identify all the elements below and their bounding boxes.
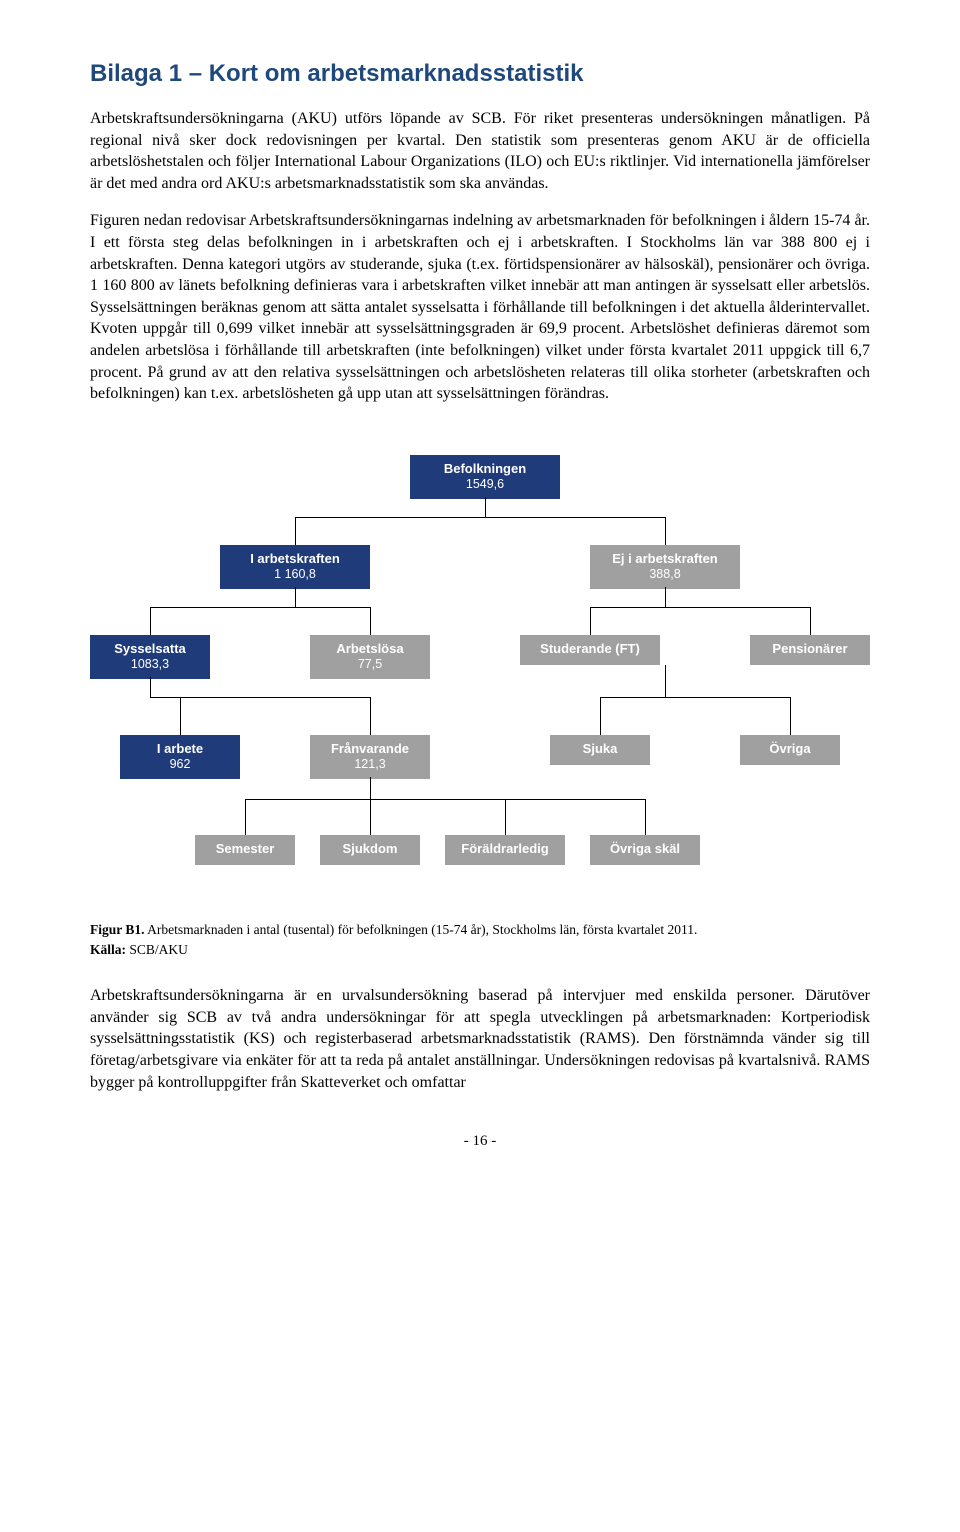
paragraph-2: Figuren nedan redovisar Arbetskraftsunde… bbox=[90, 210, 870, 404]
node-ovriga: Övriga bbox=[740, 735, 840, 765]
figure-source-label: Källa: bbox=[90, 942, 126, 957]
figure-caption: Figur B1. Arbetsmarknaden i antal (tusen… bbox=[90, 921, 870, 939]
connector bbox=[370, 799, 371, 835]
connector bbox=[295, 517, 665, 518]
node-franvarande: Frånvarande121,3 bbox=[310, 735, 430, 779]
node-i-arbete: I arbete962 bbox=[120, 735, 240, 779]
node-semester: Semester bbox=[195, 835, 295, 865]
connector bbox=[665, 587, 666, 607]
connector bbox=[370, 697, 371, 735]
paragraph-1: Arbetskraftsundersökningarna (AKU) utför… bbox=[90, 108, 870, 194]
connector bbox=[370, 777, 371, 799]
figure-caption-label: Figur B1. bbox=[90, 922, 145, 937]
node-i-arbetskraften: I arbetskraften1 160,8 bbox=[220, 545, 370, 589]
node-pensionarer: Pensionärer bbox=[750, 635, 870, 665]
connector bbox=[600, 697, 790, 698]
figure-source-text: SCB/AKU bbox=[126, 942, 188, 957]
node-sjukdom: Sjukdom bbox=[320, 835, 420, 865]
figure-caption-text: Arbetsmarknaden i antal (tusental) för b… bbox=[145, 922, 698, 937]
connector bbox=[505, 799, 506, 835]
connector bbox=[600, 697, 601, 735]
connector bbox=[590, 607, 591, 635]
connector bbox=[665, 665, 666, 697]
connector bbox=[790, 697, 791, 735]
page-heading: Bilaga 1 – Kort om arbetsmarknadsstatist… bbox=[90, 60, 870, 88]
node-foraldrarledig: Föräldrarledig bbox=[445, 835, 565, 865]
page-number: - 16 - bbox=[90, 1133, 870, 1150]
node-befolkningen: Befolkningen1549,6 bbox=[410, 455, 560, 499]
connector bbox=[295, 587, 296, 607]
connector bbox=[485, 497, 486, 517]
connector bbox=[665, 517, 666, 545]
node-sysselsatta: Sysselsatta1083,3 bbox=[90, 635, 210, 679]
node-ej-i-arbetskraften: Ej i arbetskraften388,8 bbox=[590, 545, 740, 589]
org-chart: Befolkningen1549,6 I arbetskraften1 160,… bbox=[90, 455, 870, 885]
connector bbox=[245, 799, 645, 800]
figure-source: Källa: SCB/AKU bbox=[90, 941, 870, 959]
connector bbox=[370, 607, 371, 635]
connector bbox=[150, 677, 151, 697]
connector bbox=[810, 607, 811, 635]
connector bbox=[245, 799, 246, 835]
connector bbox=[180, 697, 181, 735]
node-studerande: Studerande (FT) bbox=[520, 635, 660, 665]
connector bbox=[150, 697, 370, 698]
connector bbox=[590, 607, 810, 608]
connector bbox=[150, 607, 151, 635]
node-sjuka: Sjuka bbox=[550, 735, 650, 765]
connector bbox=[150, 607, 370, 608]
paragraph-3: Arbetskraftsundersökningarna är en urval… bbox=[90, 985, 870, 1093]
connector bbox=[645, 799, 646, 835]
node-arbetslosa: Arbetslösa77,5 bbox=[310, 635, 430, 679]
connector bbox=[295, 517, 296, 545]
node-ovriga-skal: Övriga skäl bbox=[590, 835, 700, 865]
